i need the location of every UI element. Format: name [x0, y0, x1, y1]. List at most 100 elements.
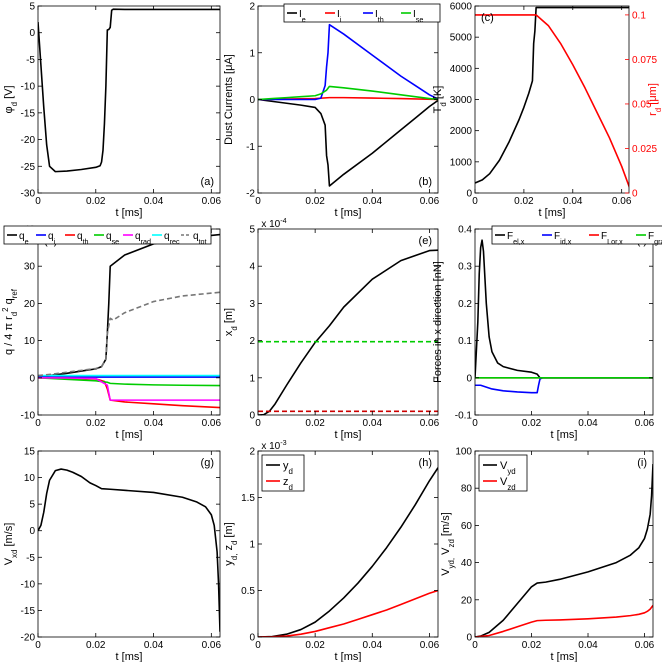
- x-tick-label: 0: [472, 640, 478, 651]
- y-tick-label: -5: [26, 55, 35, 66]
- plot-frame: [37, 228, 221, 416]
- y-tick-label: 80: [461, 484, 473, 495]
- legend-label: Vzd: [500, 476, 516, 492]
- y-tick-label: 2: [249, 447, 255, 458]
- legend-label: Fgrav: [648, 231, 662, 246]
- x-tick-label: 0.02: [305, 196, 325, 207]
- plot-frame: [257, 228, 439, 416]
- y-tick-label: -2: [246, 189, 255, 200]
- y-right-axis-label: rd [μm]: [647, 83, 662, 116]
- legend-label: Ise: [413, 9, 423, 24]
- x-axis-label: t [ms]: [335, 651, 362, 662]
- y-tick-label: 5: [29, 500, 35, 511]
- series-line-r-d: [475, 14, 629, 189]
- series-line-F-el-x: [475, 239, 653, 379]
- series-line-I-se: [258, 85, 438, 101]
- y-tick-label: 4000: [450, 64, 473, 75]
- x-tick-label: 0.06: [420, 418, 440, 429]
- legend-box: [491, 225, 662, 245]
- x-tick-label: 0.04: [144, 418, 164, 429]
- legend-label: qe: [19, 231, 29, 246]
- x-axis-label: t [ms]: [335, 207, 362, 219]
- panel-b: 0 0.02 0.04 0.06 -2 -1 0 1 2 t [ms] Dust Currents …: [223, 2, 441, 219]
- y-tick-label: 4: [249, 262, 255, 273]
- panel-f: 0 0.02 0.04 0.06-0.100.10.20.30.4t [ms]Forc…: [432, 225, 662, 441]
- y-tick-label: -1: [246, 142, 255, 153]
- series-line-z-d: [258, 589, 438, 637]
- y-tick-label: 0: [249, 633, 255, 644]
- y-right-tick-label: 0.05: [632, 99, 652, 110]
- x-tick-label: 0.06: [420, 196, 440, 207]
- series-line-I-e: [258, 98, 438, 187]
- series-line-F-id-x: [475, 377, 653, 394]
- legend-label: yd: [283, 460, 293, 476]
- y-axis-label: yd, zd [m]: [223, 522, 239, 565]
- y-tick-label: -15: [21, 108, 36, 119]
- x-tick-label: 0: [472, 418, 478, 429]
- y-tick-label: -15: [21, 606, 36, 617]
- panel-label: (h): [419, 457, 432, 469]
- series-line-V-zd: [475, 604, 653, 637]
- legend-label: qrec: [164, 231, 180, 246]
- y-tick-label: -25: [21, 162, 36, 173]
- y-tick-label: 5: [249, 225, 255, 236]
- x-tick-label: 0: [35, 418, 41, 429]
- y-axis-label: Vyd, Vzd [m/s]: [440, 512, 456, 576]
- legend-label: FLor,x: [601, 231, 623, 246]
- x-tick-label: 0.02: [86, 418, 106, 429]
- x-tick-label: 0.02: [305, 640, 325, 651]
- series-line-q-se: [38, 377, 220, 387]
- panel-label: (c): [481, 12, 494, 24]
- x-axis-label: t [ms]: [551, 429, 578, 441]
- x-axis-label: t [ms]: [116, 429, 143, 441]
- y-tick-label: -10: [21, 82, 36, 93]
- x-tick-label: 0.04: [363, 196, 383, 207]
- y-tick-label: 0: [29, 373, 35, 384]
- y-tick-label: 3000: [450, 95, 473, 106]
- y-tick-label: 1: [249, 48, 255, 59]
- y-right-tick-label: 0: [632, 189, 638, 200]
- y-tick-label: 1000: [450, 157, 473, 168]
- x-axis-label: t [ms]: [116, 651, 143, 662]
- y-right-tick-label: 0.025: [632, 144, 657, 155]
- series-line-y-d: [258, 467, 438, 637]
- y-tick-label: 60: [461, 521, 473, 532]
- panel-h: 0 0.02 0.04 0.06 0 0.5 1 1.5 2 t [ms] yd, zd [m] x …: [223, 438, 440, 662]
- y-tick-label: 1: [249, 373, 255, 384]
- x-tick-label: 0.02: [522, 640, 542, 651]
- y-tick-label: 0.1: [458, 336, 472, 347]
- x-tick-label: 0.06: [420, 640, 440, 651]
- y-tick-label: 100: [455, 447, 472, 458]
- legend-label: qtot: [193, 231, 207, 246]
- y-tick-label: -30: [21, 189, 36, 200]
- y-tick-label: -20: [21, 135, 36, 146]
- plot-frame: [474, 228, 654, 416]
- y-axis-label: φd [V]: [3, 85, 19, 113]
- x-tick-label: 0.04: [363, 640, 383, 651]
- x-tick-label: 0.06: [202, 640, 222, 651]
- panel-c: 0 0.02 0.04 0.06010002000300040005000600000…: [432, 2, 662, 220]
- panel-label: (g): [201, 457, 214, 469]
- y-tick-label: 0: [466, 189, 472, 200]
- panel-g: 0 0.02 0.04 0.06 -20 -15 -10 -5 0 5 10 15 t [ms] Vxd …: [3, 447, 222, 662]
- y-tick-label: 0: [466, 633, 472, 644]
- y-tick-label: 0: [29, 526, 35, 537]
- y-tick-label: 6000: [450, 2, 473, 13]
- series-line-q-th: [38, 377, 220, 409]
- y-tick-label: -20: [21, 633, 36, 644]
- x-axis-label: t [ms]: [116, 207, 143, 219]
- y-tick-label: 40: [461, 558, 473, 569]
- x-tick-label: 0: [255, 640, 261, 651]
- y-tick-label: 20: [461, 595, 473, 606]
- series-line-T-d: [475, 6, 629, 184]
- y-axis-exponent: x 10-4: [261, 216, 286, 231]
- y-tick-label: 0.3: [458, 262, 472, 273]
- series-line-I-th: [258, 23, 438, 101]
- y-tick-label: 2: [249, 2, 255, 13]
- y-tick-label: -0.1: [455, 411, 473, 422]
- y-tick-label: 0.4: [458, 225, 472, 236]
- x-tick-label: 0.06: [202, 196, 222, 207]
